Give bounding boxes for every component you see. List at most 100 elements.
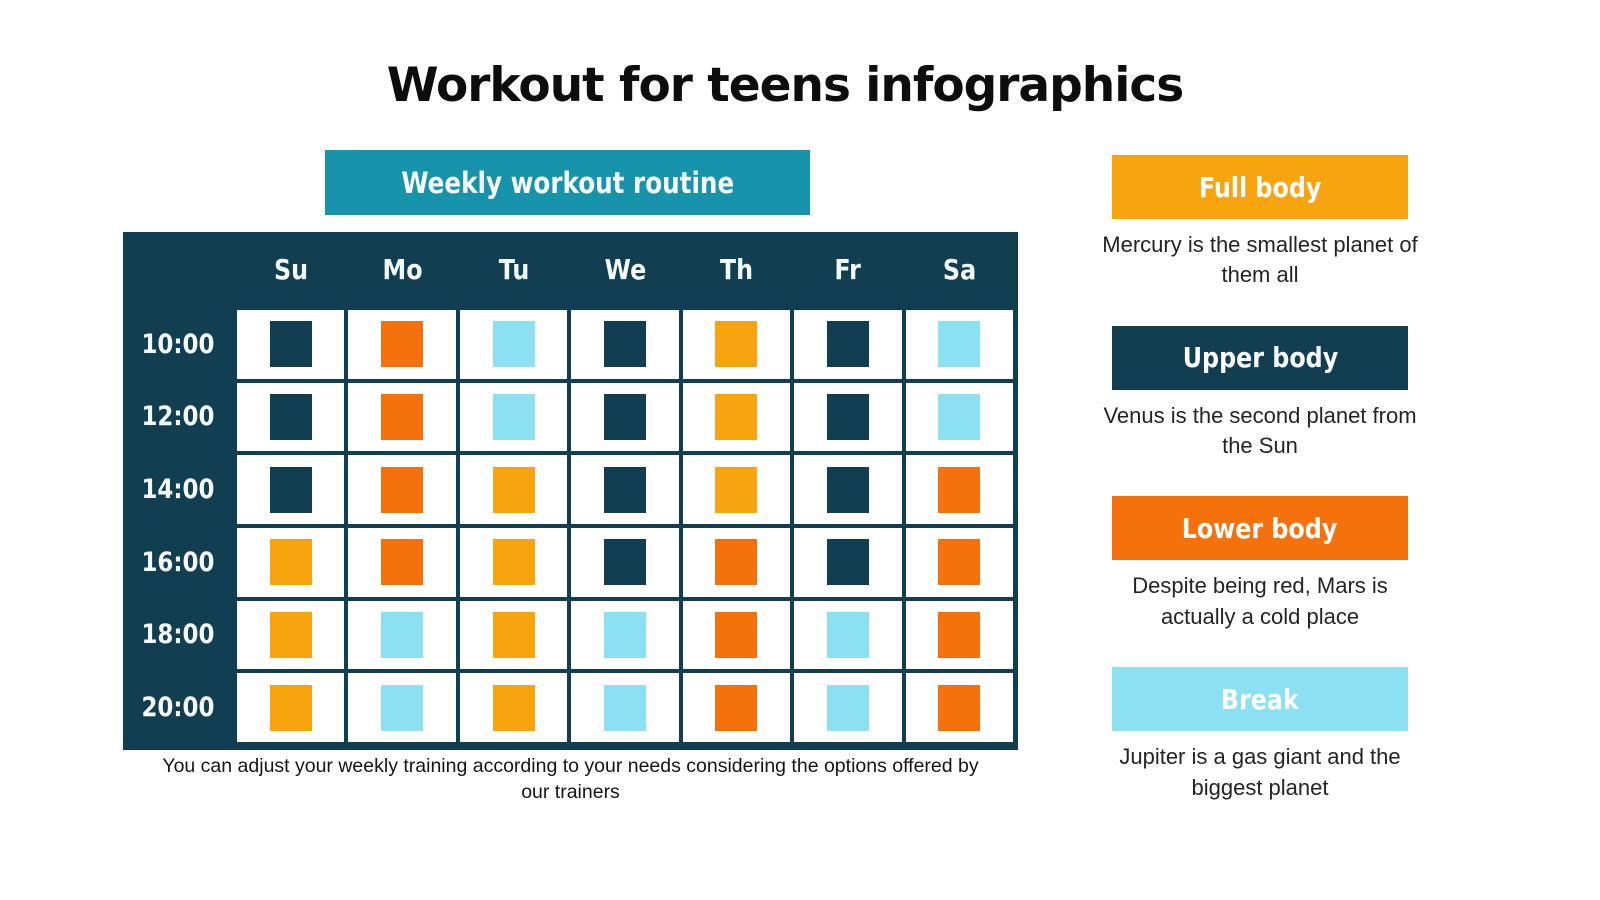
- day-header: Sa: [905, 232, 1013, 306]
- legend-description: Venus is the second planet from the Sun: [1103, 402, 1417, 459]
- schedule-cell: [571, 673, 679, 742]
- legend-item: Full body Mercury is the smallest planet …: [1092, 155, 1428, 291]
- schedule-cell: [571, 527, 679, 597]
- workout-square-full: [492, 539, 535, 586]
- legend-description: Jupiter is a gas giant and the biggest p…: [1119, 744, 1401, 800]
- workout-square-lower: [381, 393, 424, 440]
- workout-square-break: [603, 684, 646, 731]
- page-title: Workout for teens infographics: [386, 58, 1184, 113]
- legend-item: Break Jupiter is a gas giant and the bigg…: [1092, 667, 1428, 803]
- workout-square-break: [381, 611, 424, 658]
- schedule-banner-label: Weekly workout routine: [401, 165, 734, 200]
- workout-square-break: [826, 611, 869, 658]
- day-header-label: Th: [719, 252, 754, 286]
- schedule-cell: [794, 527, 902, 597]
- time-label: 12:00: [123, 382, 233, 452]
- schedule-cell: [571, 310, 679, 379]
- schedule-cell: [682, 673, 791, 742]
- time-label: 16:00: [123, 527, 233, 597]
- day-header: Tu: [459, 232, 568, 306]
- workout-square-upper: [269, 321, 312, 368]
- schedule-cell: [794, 673, 902, 742]
- schedule-cell: [905, 527, 1013, 597]
- workout-square-break: [938, 393, 981, 440]
- schedule-cell: [571, 382, 679, 452]
- schedule-cell: [571, 455, 679, 524]
- schedule-footnote: You can adjust your weekly training acco…: [123, 753, 1018, 806]
- workout-square-break: [938, 321, 981, 368]
- schedule-cell: [237, 382, 345, 452]
- time-label-text: 18:00: [141, 619, 215, 651]
- workout-square-break: [492, 393, 535, 440]
- day-header: Th: [682, 232, 791, 306]
- workout-square-upper: [603, 466, 646, 513]
- schedule-cell: [348, 527, 456, 597]
- legend-banner-lower: Lower body: [1112, 496, 1408, 561]
- schedule-cell: [682, 310, 791, 379]
- schedule-cell: [348, 310, 456, 379]
- workout-square-lower: [715, 611, 758, 658]
- schedule-cell: [905, 455, 1013, 524]
- time-label: 18:00: [123, 600, 233, 670]
- day-header: Fr: [794, 232, 902, 306]
- legend-banner-full: Full body: [1112, 155, 1408, 219]
- legend-item: Upper body Venus is the second planet fro…: [1092, 325, 1428, 462]
- schedule-cell: [682, 455, 791, 524]
- day-header-label: Mo: [382, 252, 423, 286]
- schedule-cell: [348, 600, 456, 670]
- legend-banner-break: Break: [1112, 667, 1408, 732]
- schedule-cell: [348, 382, 456, 452]
- schedule-cell: [237, 673, 345, 742]
- schedule-cell: [794, 310, 902, 379]
- schedule-cell: [459, 310, 568, 379]
- workout-square-lower: [715, 684, 758, 731]
- time-label: 20:00: [123, 673, 233, 742]
- time-label-text: 16:00: [141, 546, 215, 578]
- day-header: We: [571, 232, 679, 306]
- time-label-text: 20:00: [141, 692, 215, 724]
- legend-label: Full body: [1198, 170, 1322, 204]
- day-header: Mo: [348, 232, 456, 306]
- schedule-cell: [237, 600, 345, 670]
- schedule-cell: [794, 382, 902, 452]
- workout-square-upper: [269, 466, 312, 513]
- workout-square-upper: [603, 321, 646, 368]
- workout-schedule-table: Su Mo Tu We Th Fr Sa 10:00 12:00 14:00 16:00 18:00 2…: [123, 232, 1018, 750]
- table-corner: [123, 232, 233, 306]
- legend-item: Lower body Despite being red, Mars is act…: [1092, 496, 1428, 632]
- schedule-footnote-text: You can adjust your weekly training acco…: [162, 755, 979, 804]
- schedule-cell: [905, 382, 1013, 452]
- schedule-cell: [459, 527, 568, 597]
- workout-square-upper: [826, 393, 869, 440]
- time-label-text: 12:00: [141, 401, 215, 433]
- schedule-cell: [682, 600, 791, 670]
- schedule-cell: [905, 600, 1013, 670]
- workout-square-upper: [826, 539, 869, 586]
- schedule-cell: [459, 382, 568, 452]
- schedule-cell: [459, 673, 568, 742]
- schedule-cell: [794, 600, 902, 670]
- workout-square-full: [269, 539, 312, 586]
- workout-square-full: [269, 684, 312, 731]
- day-header-label: Fr: [834, 252, 862, 286]
- workout-square-break: [603, 611, 646, 658]
- workout-square-lower: [715, 539, 758, 586]
- schedule-cell: [237, 310, 345, 379]
- workout-square-full: [269, 611, 312, 658]
- schedule-cell: [237, 527, 345, 597]
- workout-square-upper: [826, 321, 869, 368]
- workout-square-break: [492, 321, 535, 368]
- day-header-label: Su: [273, 252, 308, 286]
- workout-square-upper: [603, 539, 646, 586]
- workout-square-full: [492, 684, 535, 731]
- schedule-cell: [459, 455, 568, 524]
- workout-square-lower: [381, 321, 424, 368]
- legend-description: Mercury is the smallest planet of them a…: [1102, 232, 1418, 288]
- workout-square-lower: [381, 539, 424, 586]
- schedule-cell: [682, 382, 791, 452]
- legend-label: Upper body: [1182, 341, 1338, 375]
- time-label: 10:00: [123, 310, 233, 379]
- legend: Full body Mercury is the smallest planet …: [1092, 155, 1428, 838]
- time-label-text: 14:00: [141, 474, 215, 506]
